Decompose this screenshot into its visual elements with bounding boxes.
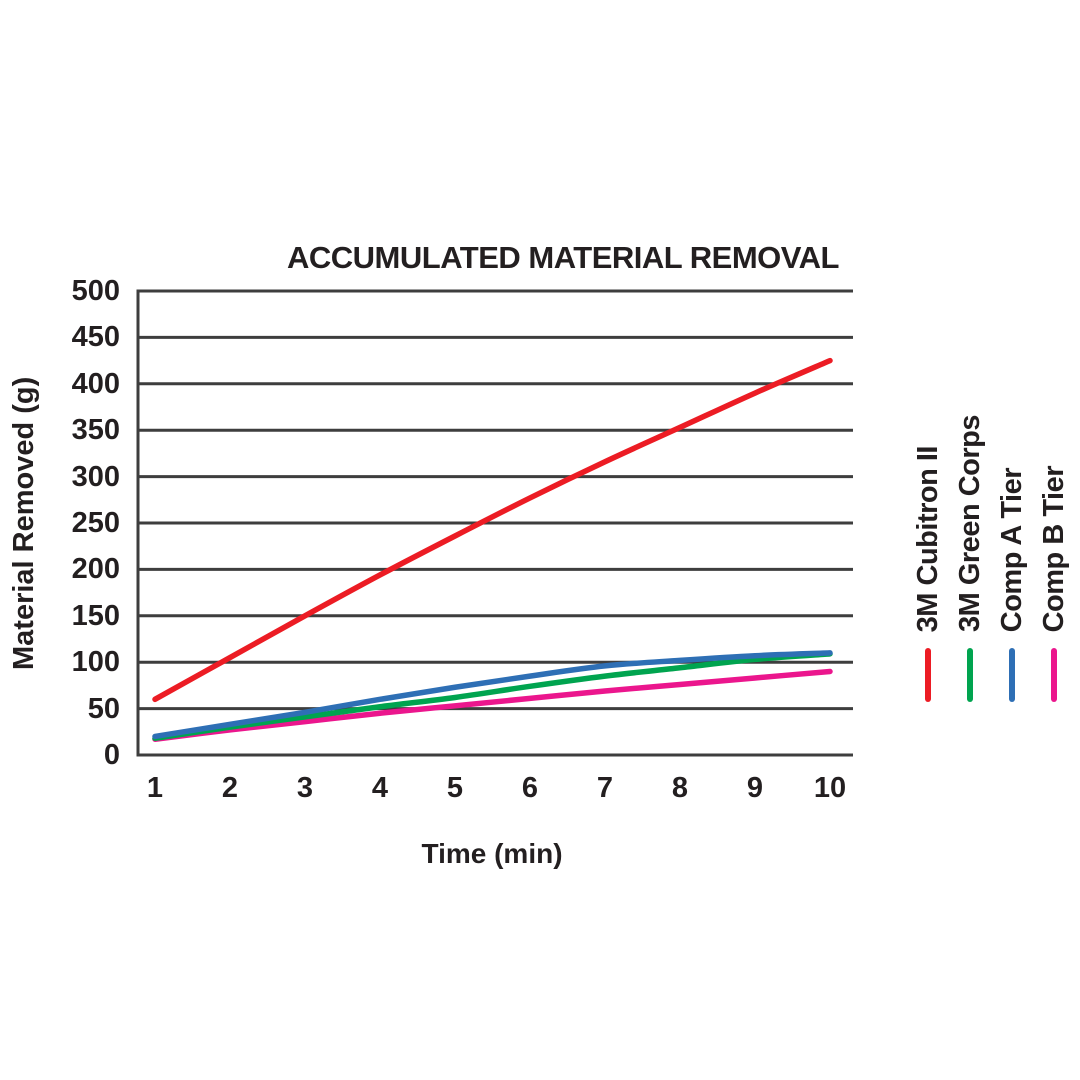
legend-line-swatch	[1051, 648, 1057, 702]
legend-label: Comp A Tier	[996, 467, 1028, 632]
legend-item-3m-green-corps: 3M Green Corps	[954, 408, 986, 702]
legend-item-comp-b-tier: Comp B Tier	[1038, 408, 1070, 702]
legend-line-swatch	[925, 648, 931, 702]
legend-item-3m-cubitron-ii: 3M Cubitron II	[912, 408, 944, 702]
series-line-3m-green-corps	[152, 651, 833, 742]
legend-label: 3M Cubitron II	[912, 445, 944, 632]
series-line-3m-cubitron-ii	[152, 357, 833, 703]
legend-line-swatch	[967, 648, 973, 702]
series-line-comp-b-tier	[152, 668, 833, 742]
legend-label: 3M Green Corps	[954, 415, 986, 632]
legend-item-comp-a-tier: Comp A Tier	[996, 408, 1028, 702]
series-line-comp-a-tier	[152, 650, 833, 740]
legend-line-swatch	[1009, 648, 1015, 702]
legend-label: Comp B Tier	[1038, 465, 1070, 632]
x-axis-label: Time (min)	[421, 838, 563, 869]
legend: 3M Cubitron II 3M Green Corps Comp A Tier C…	[912, 408, 1070, 702]
chart-title: ACCUMULATED MATERIAL REMOVAL	[287, 240, 840, 275]
